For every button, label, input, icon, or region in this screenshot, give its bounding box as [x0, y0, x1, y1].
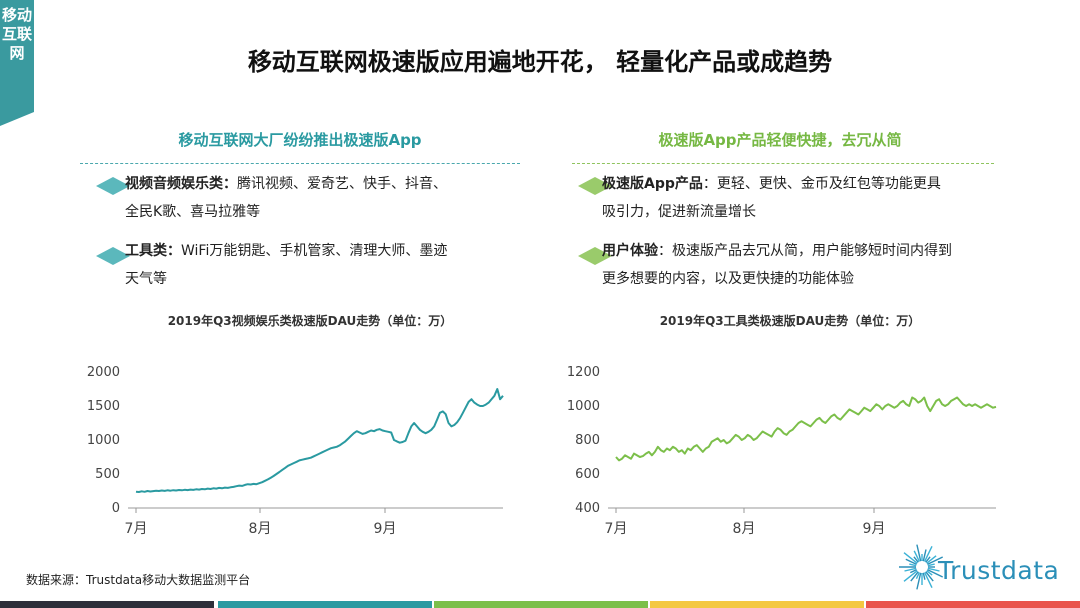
starburst-ray [927, 556, 944, 566]
starburst-ray [925, 556, 931, 563]
starburst-ray [927, 568, 944, 578]
left-divider [80, 163, 520, 164]
bullet-heading: 用户体验 [602, 243, 658, 259]
bullet-text-cont: 天气等 [125, 271, 167, 287]
y-tick-label: 0 [112, 501, 120, 516]
starburst-ray [909, 563, 917, 567]
starburst-ray [925, 571, 934, 582]
y-tick-label: 1000 [567, 399, 600, 414]
bullet-text: WiFi万能钥匙、手机管家、清理大师、墨迹 [181, 243, 448, 259]
chart-title-video: 2019年Q3视频娱乐类极速版DAU走势（单位：万） [167, 314, 453, 328]
starburst-ray [926, 570, 933, 576]
starburst-ray [923, 545, 933, 562]
starburst-ray [913, 550, 921, 562]
y-tick-label: 1500 [87, 399, 120, 414]
bullet-text-cont: 更多想要的内容，以及更快捷的功能体验 [602, 271, 854, 287]
right-bullet-2: 用户体验：极速版产品去冗从简，用户能够短时间内得到 更多想要的内容，以及更快捷的… [602, 237, 1022, 293]
page-title: 移动互联网极速版应用遍地开花， 轻量化产品或成趋势 [247, 48, 833, 76]
starburst-ray [910, 571, 919, 582]
y-tick-label: 1000 [87, 433, 120, 448]
starburst-ray [903, 552, 918, 564]
bullet-heading: 极速版App产品 [602, 176, 703, 192]
starburst-ray [905, 558, 917, 566]
left-subtitle: 移动互联网大厂纷纷推出极速版App [178, 131, 422, 149]
starburst-ray [915, 572, 921, 580]
y-tick-label: 500 [95, 467, 120, 482]
data-source: 数据来源：Trustdata移动大数据监测平台 [26, 573, 251, 587]
footer-color-segment [434, 601, 648, 608]
side-tab-label: 移动互联网 [1, 6, 32, 62]
starburst-ray [927, 567, 940, 572]
starburst-ray [916, 572, 922, 590]
starburst-ray [922, 572, 926, 580]
y-tick-label: 600 [575, 467, 600, 482]
bullet-text-cont: 全民K歌、喜马拉雅等 [125, 204, 261, 220]
bullet-text-cont: 吸引力，促进新流量增长 [602, 204, 756, 220]
x-tick-label: 7月 [605, 521, 628, 537]
left-bullet-1: 视频音频娱乐类：腾讯视频、爱奇艺、快手、抖音、 全民K歌、喜马拉雅等 [125, 170, 525, 226]
y-tick-label: 400 [575, 501, 600, 516]
starburst-icon [899, 544, 944, 590]
y-tick-label: 1200 [567, 365, 600, 380]
chart-title-tools: 2019年Q3工具类极速版DAU走势（单位：万） [659, 314, 921, 328]
bullet-text: 腾讯视频、爱奇艺、快手、抖音、 [237, 176, 447, 192]
series-line [135, 388, 504, 493]
starburst-ray [927, 563, 935, 567]
starburst-ray [913, 556, 919, 563]
x-tick-label: 9月 [374, 521, 397, 537]
x-tick-label: 9月 [863, 521, 886, 537]
x-tick-label: 8月 [733, 521, 756, 537]
starburst-ray [909, 568, 917, 574]
section-side-tab: 移动互联网 [0, 0, 34, 126]
x-tick-label: 8月 [249, 521, 272, 537]
bullet-heading: 工具类： [125, 243, 181, 259]
starburst-ray [903, 570, 918, 582]
bullet-text: ：极速版产品去冗从简，用户能够短时间内得到 [658, 243, 952, 259]
right-bullet-1: 极速版App产品：更轻、更快、金币及红包等功能更具 吸引力，促进新流量增长 [602, 170, 1012, 226]
footer-color-segment [650, 601, 864, 608]
starburst-ray [916, 544, 922, 562]
right-subtitle: 极速版App产品轻便快捷，去冗从简 [658, 131, 902, 149]
logo-text: Trustdata [938, 556, 1060, 585]
footer-color-segment [866, 601, 1080, 608]
starburst-ray [926, 555, 937, 564]
bullet-heading: 视频音频娱乐类： [125, 176, 237, 192]
y-tick-label: 2000 [87, 365, 120, 380]
right-divider [572, 163, 994, 164]
starburst-ray [904, 567, 917, 572]
bullet-text: ：更轻、更快、金币及红包等功能更具 [702, 176, 941, 192]
x-tick-label: 7月 [125, 521, 148, 537]
y-tick-label: 800 [575, 433, 600, 448]
series-line [615, 396, 997, 462]
footer-color-segment [0, 601, 214, 608]
left-bullet-2: 工具类：WiFi万能钥匙、手机管家、清理大师、墨迹 天气等 [125, 237, 525, 293]
footer-color-segment [218, 601, 432, 608]
starburst-ray [922, 549, 927, 562]
starburst-ray [923, 572, 933, 589]
